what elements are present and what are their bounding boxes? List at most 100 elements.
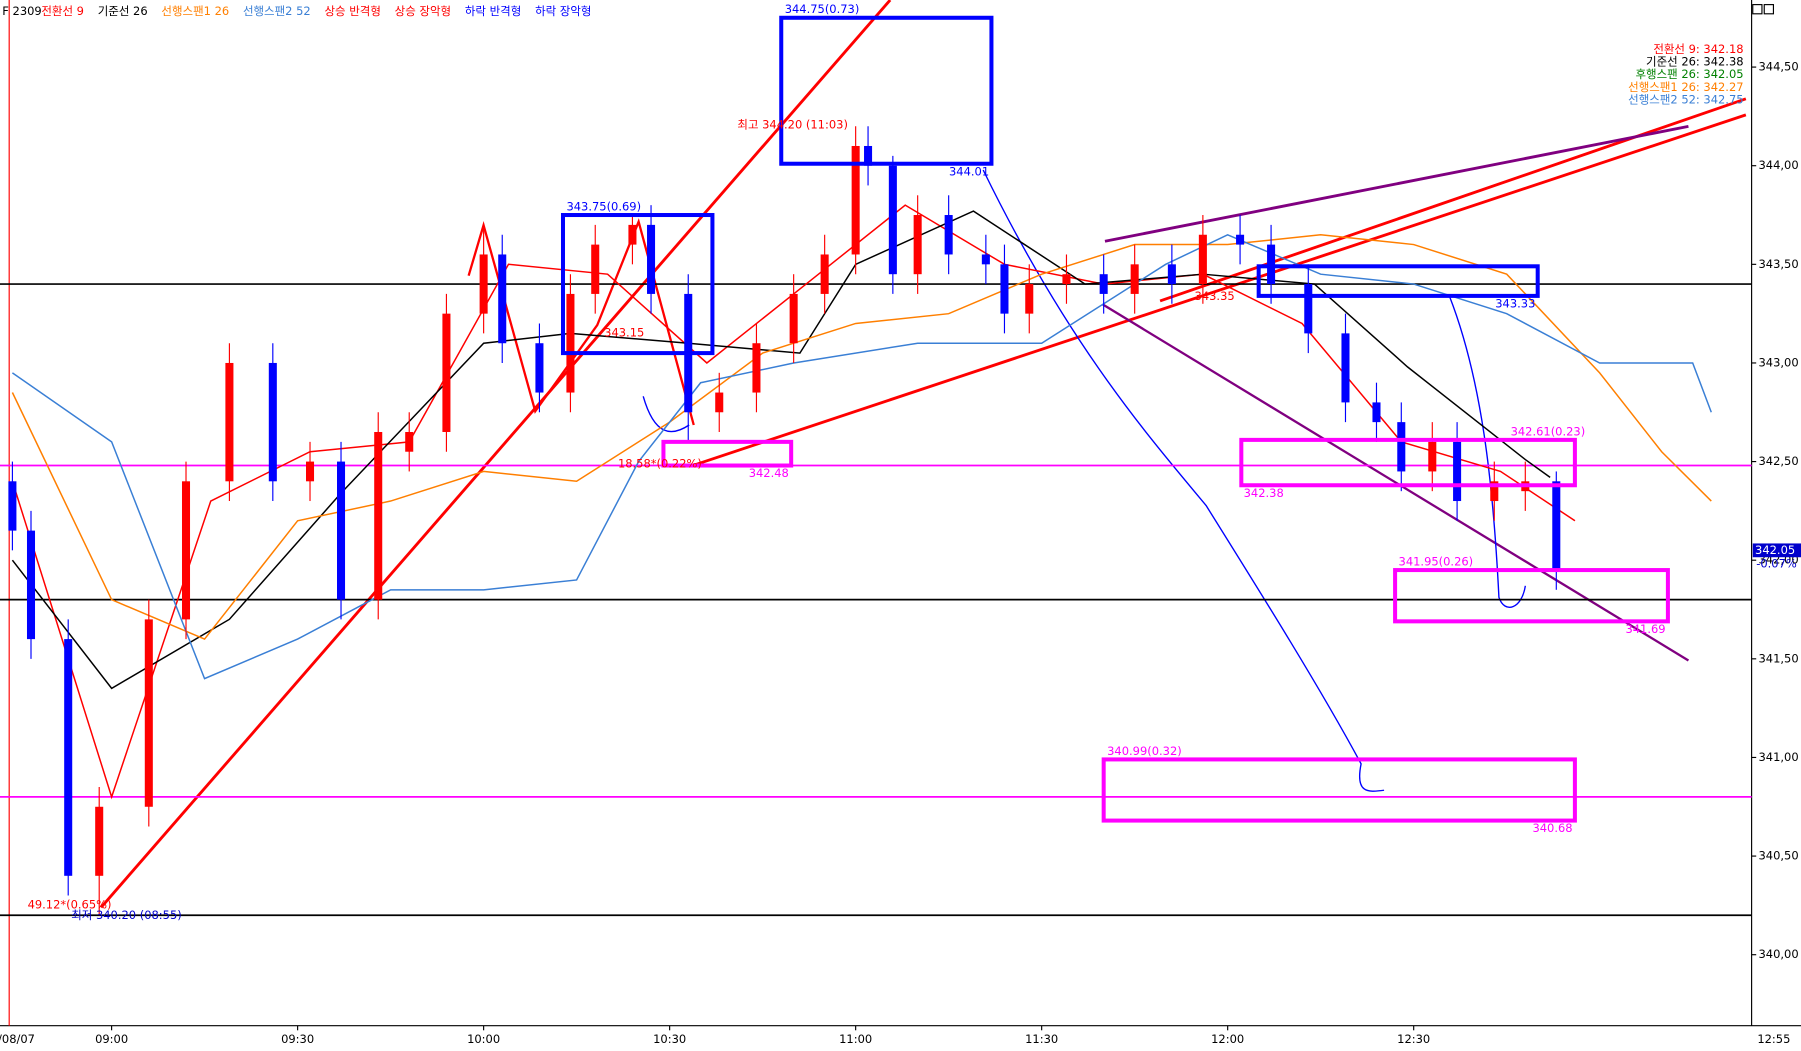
candle-body [1167, 264, 1176, 285]
x-tick-label: 12:30 [1397, 1032, 1430, 1046]
x-start-label: 04/08/07 [0, 1032, 35, 1046]
annotation-box [560, 213, 715, 356]
candle-body [1025, 284, 1034, 314]
x-tick-label: 09:00 [95, 1032, 128, 1046]
candle-body [566, 293, 575, 393]
candle-body [1490, 481, 1499, 502]
candle-body [1304, 284, 1313, 334]
legend-entry: 상승 반격형 [324, 4, 380, 18]
indicator-readout: 기준선 26: 342.38 [1646, 55, 1744, 69]
candle-body [337, 461, 346, 600]
last-price: 342.05 [1755, 543, 1795, 557]
annotation-box [661, 439, 794, 468]
indicator-readout: 선행스팬1 26: 342.27 [1628, 80, 1743, 94]
annotation-box [779, 15, 994, 166]
legend-entry: 상승 장악형 [395, 4, 451, 18]
box-label: 342.48 [749, 466, 789, 480]
trendline [693, 113, 1747, 467]
candle-body [1453, 441, 1462, 502]
annotation-box [1101, 757, 1577, 823]
indicator-readout: 전환선 9: 342.18 [1653, 42, 1743, 56]
y-tick-label: 340,50 [1759, 849, 1799, 863]
box-label: 342.38 [1244, 486, 1284, 500]
box-label: 342.61(0.23) [1511, 424, 1586, 438]
candle-body [591, 244, 600, 294]
indicator-lines [11, 204, 1712, 800]
last-price-box [1752, 543, 1801, 558]
box-label: 343.75(0.69) [566, 199, 641, 213]
legend-entry: 전환선 9 [41, 4, 84, 18]
box-label: 341.69 [1625, 622, 1665, 636]
candle-body [628, 224, 637, 245]
y-tick-label: 341,00 [1759, 750, 1799, 764]
candle-body [1552, 481, 1561, 571]
legend-entry: 하락 반격형 [465, 4, 521, 18]
x-tick-label: 09:30 [281, 1032, 314, 1046]
box-label: 343.33 [1495, 296, 1535, 310]
box-label: 340.68 [1532, 821, 1572, 835]
candle-body [981, 254, 990, 265]
legend-entry: 선행스팬1 26 [161, 4, 229, 18]
candle-body [851, 145, 860, 255]
indicator-line [11, 210, 1551, 690]
candle-body [1236, 234, 1245, 245]
candle-body [820, 254, 829, 294]
candle-body [1062, 274, 1071, 285]
y-tick-label: 343,00 [1759, 355, 1799, 369]
y-tick-label: 341,50 [1759, 651, 1799, 665]
candle-body [1428, 441, 1437, 472]
panel-icon[interactable] [1763, 4, 1775, 15]
y-tick-label: 342,50 [1759, 454, 1799, 468]
box-label: 341.95(0.26) [1399, 555, 1474, 569]
projection-curve [1448, 296, 1527, 608]
note: 18.58*(0.22%) [618, 457, 702, 471]
note: 343.35 [1195, 289, 1235, 303]
candle-body [26, 530, 36, 640]
candle-body [405, 431, 414, 452]
candle-body [1099, 274, 1108, 294]
legend-entry: 하락 장악형 [535, 4, 591, 18]
candle-body [305, 461, 315, 482]
candle-body [8, 481, 17, 531]
last-price-change: -0.07% [1756, 557, 1797, 571]
x-tick-label: 11:00 [839, 1032, 872, 1046]
candle-body [268, 362, 277, 482]
panel-icon[interactable] [1752, 4, 1763, 15]
candle-body [1372, 402, 1381, 423]
indicator-line [11, 204, 1576, 800]
candle-body [1198, 234, 1207, 285]
y-tick-label: 344,50 [1759, 60, 1799, 74]
candle-body [64, 639, 73, 876]
candle-body [944, 215, 953, 255]
annotation-box [1239, 437, 1577, 488]
x-tick-label: 10:00 [467, 1032, 500, 1046]
candle-body [647, 224, 656, 294]
x-end-label: 12:55 [1757, 1032, 1790, 1046]
candle-body [789, 293, 798, 344]
candle-body [913, 215, 922, 275]
box-label: 344.01 [949, 164, 989, 178]
projection-curve [982, 169, 1385, 792]
legend-entry: 기준선 26 [98, 4, 148, 18]
trendline [99, 0, 892, 909]
indicator-readout: 후행스팬 26: 342.05 [1635, 67, 1743, 81]
note: 최저 340.20 (08:55) [71, 908, 182, 922]
candle-body [144, 619, 153, 807]
indicator-readout: 선행스팬2 52: 342.75 [1628, 92, 1743, 106]
note: 343.15 [604, 326, 644, 340]
candle-body [1130, 264, 1139, 294]
candle-body [181, 481, 191, 620]
candle-body [374, 431, 383, 600]
candle-body [715, 392, 724, 413]
indicator-line [11, 233, 1712, 680]
indicator-line [11, 234, 1712, 641]
candle-body [498, 254, 507, 344]
box-label: 340.99(0.32) [1107, 744, 1182, 758]
candle-body [752, 343, 761, 393]
drawings [99, 0, 1747, 909]
note: 49.12*(0.65%) [28, 898, 112, 912]
y-tick-label: 343,50 [1759, 257, 1799, 271]
candle-body [1000, 264, 1009, 314]
trendline [1102, 303, 1690, 662]
